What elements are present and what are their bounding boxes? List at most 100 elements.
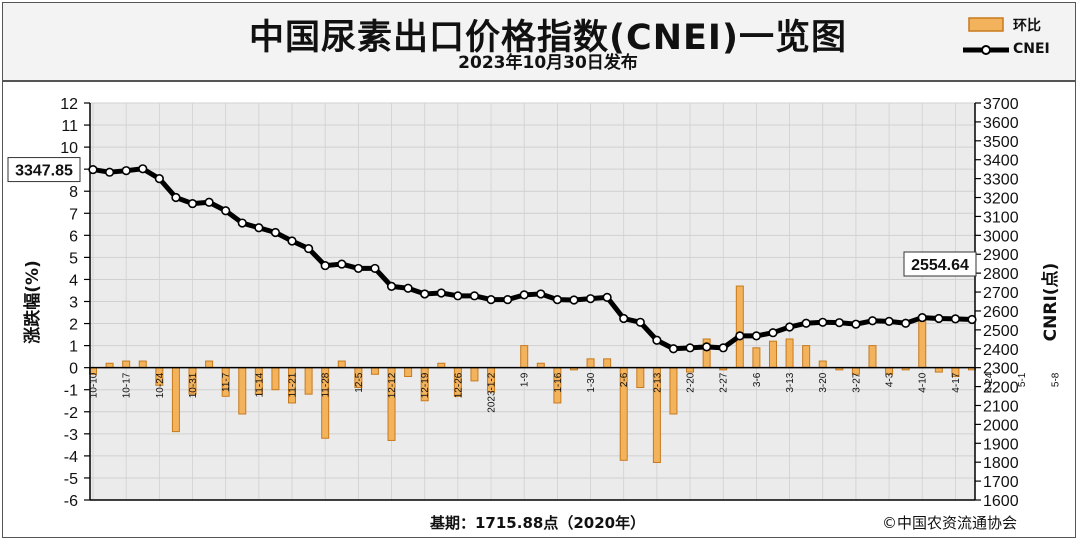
cnei-point [270, 227, 281, 238]
x-tick-label: 4-24 [984, 372, 995, 392]
right-tick-label: 2400 [983, 342, 1019, 359]
cnei-point [585, 294, 596, 304]
legend-item-line: CNEI [961, 41, 1071, 61]
end-value-callout: 2554.64 [903, 251, 977, 277]
left-tick-label: 5 [69, 250, 78, 267]
end-value-callout-text: 2554.64 [911, 257, 969, 274]
cnei-point [287, 236, 297, 246]
start-value-callout: 3347.85 [7, 157, 81, 183]
right-tick-label: 2300 [983, 361, 1019, 378]
right-tick-label: 2200 [983, 380, 1019, 397]
legend-bar-label: 环比 [1013, 18, 1041, 34]
right-tick-label: 2500 [983, 323, 1019, 340]
cnei-point [154, 174, 164, 184]
right-tick-label: 2900 [983, 247, 1019, 264]
x-tick-label: 11-14 [254, 372, 265, 397]
cnei-point [818, 317, 828, 327]
bar-mom [586, 358, 595, 369]
left-tick-label: -3 [64, 427, 78, 444]
cnei-point [486, 295, 496, 305]
cnei-point [221, 206, 231, 216]
bar-mom [918, 316, 927, 369]
cnei-point [403, 283, 413, 293]
bar-mom [271, 367, 280, 391]
cnei-point [619, 313, 629, 324]
x-tick-label: 4-3 [885, 372, 896, 387]
chart-subtitle: 2023年10月30日发布 [458, 53, 638, 73]
cnei-point [370, 263, 380, 274]
left-tick-label: 4 [69, 272, 78, 289]
left-tick-label: -4 [64, 449, 78, 466]
copyright-credit: ©中国农资流通协会 [882, 514, 1018, 532]
right-tick-label: 3100 [983, 209, 1019, 226]
bar-mom [752, 347, 761, 369]
cnei-point [88, 164, 98, 175]
left-axis-label: 涨跌幅(%) [22, 260, 43, 344]
cnei-point [304, 243, 314, 254]
cnei-point [552, 295, 562, 305]
bar-mom [785, 338, 794, 369]
cnei-point [104, 167, 115, 177]
bar-mom [304, 367, 313, 395]
legend-item-bar: 环比 [961, 15, 1071, 35]
x-tick-label: 2-13 [652, 372, 663, 392]
start-value-callout-text: 3347.85 [15, 163, 73, 180]
cnei-point [337, 259, 347, 269]
cnei-point [934, 313, 944, 324]
bar-mom [238, 367, 247, 415]
cnei-point [420, 289, 430, 299]
x-tick-label: 12-19 [420, 372, 431, 398]
cnei-point [685, 343, 695, 353]
x-tick-label: 1-9 [520, 372, 531, 387]
x-tick-label: 3-13 [785, 372, 796, 392]
cnei-point [436, 288, 446, 298]
cnei-point [569, 295, 579, 305]
left-tick-label: 1 [69, 339, 78, 356]
x-tick-label: 2-27 [719, 372, 730, 392]
cnei-point [187, 198, 198, 209]
right-tick-label: 3600 [983, 115, 1019, 132]
x-tick-label: 10-31 [188, 372, 199, 398]
x-tick-label: 10-24 [155, 372, 166, 398]
bar-mom [603, 358, 612, 369]
bar-mom [171, 367, 180, 433]
right-tick-label: 2000 [983, 417, 1019, 434]
cnei-point [453, 291, 463, 301]
bar-mom [404, 367, 413, 377]
chart-footer: 基期：1715.88点（2020年） ©中国农资流通协会 [0, 512, 1080, 536]
left-tick-label: 8 [69, 184, 78, 201]
right-tick-label: 3500 [983, 134, 1019, 151]
left-tick-label: 10 [60, 140, 78, 157]
cnei-point [353, 263, 363, 274]
cnei-point [801, 318, 811, 328]
bar-mom [868, 345, 877, 369]
bar-mom [636, 367, 645, 389]
cnei-point [967, 314, 977, 325]
cnei-point [884, 316, 894, 326]
right-tick-label: 3200 [983, 191, 1019, 208]
cnei-point [602, 292, 612, 302]
cnei-point [751, 331, 761, 341]
bar-mom [768, 340, 777, 369]
cnei-point [867, 316, 878, 326]
bar-mom [802, 345, 811, 369]
right-tick-label: 2100 [983, 398, 1019, 415]
start-value-callout-box [7, 157, 81, 183]
cnei-point [171, 192, 181, 203]
chart-title: 中国尿素出口价格指数(CNEI)一览图 [249, 18, 847, 58]
legend-bar-swatch-icon [968, 17, 1004, 32]
x-tick-label: 2-6 [619, 372, 630, 387]
index-basis-note: 基期：1715.88点（2020年） [430, 514, 646, 532]
cnei-point [635, 317, 645, 327]
right-tick-label: 2600 [983, 304, 1019, 321]
bar-mom [122, 360, 131, 369]
left-tick-label: -6 [64, 493, 78, 510]
x-tick-label: 1-30 [586, 372, 597, 392]
x-tick-label: 3-6 [752, 372, 763, 387]
x-tick-label: 5-1 [1017, 372, 1028, 387]
cnei-point [536, 289, 546, 299]
legend: 环比 CNEI [961, 15, 1071, 65]
right-tick-label: 1900 [983, 436, 1019, 453]
right-axis-label: CNRI(点) [1040, 263, 1061, 342]
